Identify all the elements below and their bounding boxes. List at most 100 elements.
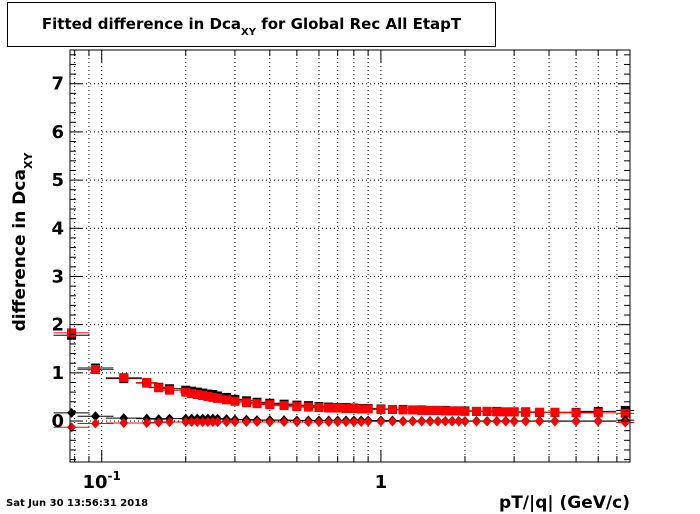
data-point — [142, 417, 152, 428]
data-point — [165, 417, 175, 428]
data-point — [241, 398, 251, 408]
data-point — [208, 392, 218, 402]
chart-title: Fitted difference in DcaXY for Global Re… — [8, 15, 495, 38]
data-point — [593, 408, 603, 418]
data-point — [292, 417, 302, 428]
x-axis-label: pT/|q| (GeV/c) — [499, 493, 630, 513]
title-box: Fitted difference in DcaXY for Global Re… — [7, 2, 496, 47]
data-point — [67, 328, 77, 338]
x-tick-label: 1 — [375, 472, 388, 493]
data-point — [620, 417, 630, 428]
data-point — [265, 417, 275, 428]
data-point — [363, 416, 373, 427]
data-point — [363, 404, 373, 414]
data-point — [472, 406, 482, 416]
data-point — [333, 403, 343, 413]
data-point — [181, 387, 191, 397]
data-point — [376, 404, 386, 414]
data-point — [314, 417, 324, 428]
data-point — [408, 405, 418, 415]
data-point — [425, 416, 435, 427]
y-tick-label: 3 — [51, 266, 64, 287]
data-point — [292, 402, 302, 412]
data-point — [417, 405, 427, 415]
data-point — [425, 405, 435, 415]
data-point — [472, 416, 482, 427]
data-point — [349, 417, 359, 428]
data-point — [440, 406, 450, 416]
data-point — [460, 406, 470, 416]
data-point — [387, 416, 397, 427]
data-point — [203, 391, 213, 401]
data-point — [154, 383, 164, 393]
data-point — [620, 408, 630, 418]
data-point — [303, 417, 313, 428]
data-point — [222, 395, 232, 405]
data-point — [482, 406, 492, 416]
data-point — [398, 416, 408, 427]
data-point — [398, 405, 408, 415]
data-point — [492, 416, 502, 427]
data-point — [230, 396, 240, 406]
y-axis-label-subscript: XY — [22, 152, 35, 170]
y-tick-label: 7 — [51, 74, 64, 95]
y-tick-label: 2 — [51, 315, 64, 336]
data-point — [119, 373, 129, 383]
chart-title-main: Fitted difference in Dca — [41, 15, 242, 33]
y-axis-label-main: difference in Dca — [10, 169, 30, 332]
data-point — [213, 393, 223, 403]
data-point — [324, 417, 334, 428]
data-point — [165, 385, 175, 395]
plot-frame — [69, 49, 631, 463]
data-point — [324, 403, 334, 413]
data-point — [265, 400, 275, 410]
data-point — [387, 404, 397, 414]
data-point — [90, 364, 100, 374]
data-point — [408, 416, 418, 427]
y-tick-label: 6 — [51, 122, 64, 143]
data-point — [213, 417, 223, 428]
data-point — [460, 416, 470, 427]
x-tick-label: 10-1 — [82, 469, 120, 493]
data-point — [279, 417, 289, 428]
data-point — [521, 416, 531, 427]
data-point — [279, 401, 289, 411]
data-point — [192, 390, 202, 400]
series-layer — [53, 328, 635, 433]
data-point — [571, 416, 581, 427]
chart-title-subscript: XY — [241, 27, 256, 38]
datestamp: Sat Jun 30 13:56:31 2018 — [6, 498, 149, 509]
series-0 — [53, 330, 635, 417]
data-point — [433, 416, 443, 427]
data-point — [90, 411, 100, 422]
data-point — [67, 407, 77, 418]
data-point — [252, 399, 262, 409]
data-point — [187, 389, 197, 399]
data-point — [447, 416, 457, 427]
data-point — [550, 416, 560, 427]
data-point — [482, 416, 492, 427]
data-point — [447, 406, 457, 416]
data-point — [571, 408, 581, 418]
data-point — [593, 416, 603, 427]
data-point — [492, 407, 502, 417]
data-point — [198, 391, 208, 401]
data-point — [440, 416, 450, 427]
data-point — [417, 416, 427, 427]
y-tick-label: 1 — [51, 363, 64, 384]
y-tick-label: 0 — [51, 411, 64, 432]
y-tick-label: 5 — [51, 170, 64, 191]
data-point — [349, 404, 359, 414]
data-point — [376, 416, 386, 427]
data-point — [433, 405, 443, 415]
data-point — [230, 417, 240, 428]
axes: 0 1 2 3 4 5 6 7 10-1 1 — [51, 49, 631, 493]
series-3 — [53, 416, 635, 433]
data-point — [333, 417, 343, 428]
series-1 — [53, 328, 635, 418]
data-point — [303, 402, 313, 412]
data-point — [521, 407, 531, 417]
data-point — [142, 377, 152, 387]
chart-title-suffix: for Global Rec All EtapT — [255, 15, 462, 33]
